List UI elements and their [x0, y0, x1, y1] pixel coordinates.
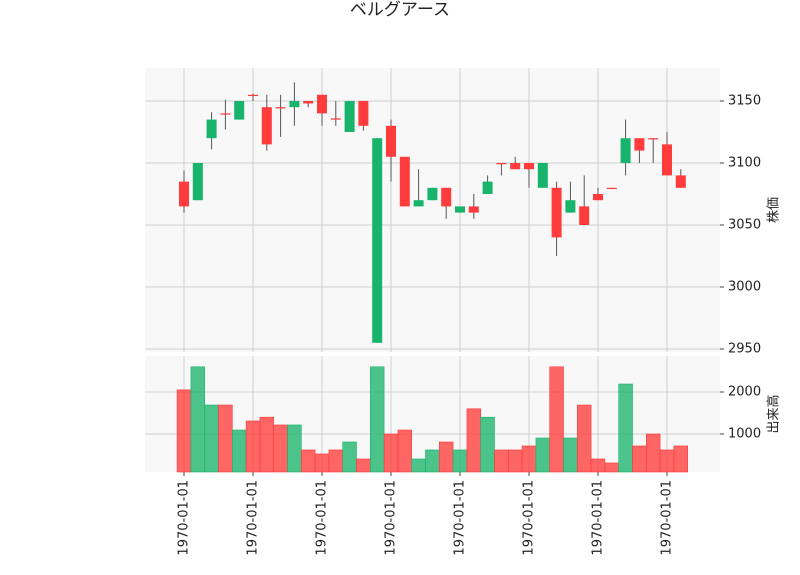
volume-bar — [342, 441, 357, 473]
volume-bar — [645, 433, 661, 473]
candle-body — [192, 162, 203, 201]
y-tick-label: 3100 — [728, 155, 761, 170]
volume-axis-label: 出来高 — [766, 394, 782, 433]
volume-bar — [659, 449, 675, 473]
volume-bar — [356, 458, 371, 473]
candle-body — [399, 156, 410, 207]
candle-body — [579, 206, 590, 226]
candle-body — [675, 175, 686, 188]
x-tick-label: 1970-01-01 — [315, 480, 330, 556]
candle-body — [496, 162, 507, 165]
candle-body — [206, 119, 217, 139]
candle-body — [303, 100, 314, 104]
y-axis-label: 株価 — [767, 197, 782, 223]
candle-body — [565, 200, 576, 213]
volume-bar — [383, 433, 399, 473]
candle-body — [248, 94, 258, 97]
volume-tick-label: 1000 — [728, 426, 761, 441]
chart-title: ベルグアース — [350, 0, 450, 20]
volume-bar — [397, 429, 412, 473]
candle-body — [427, 187, 438, 201]
volume-bar — [190, 366, 205, 473]
volume-bar — [452, 449, 468, 473]
x-tick-label: 1970-01-01 — [591, 480, 606, 556]
volume-tick-label: 2000 — [728, 384, 761, 399]
volume-bar — [369, 366, 385, 473]
volume-bar — [673, 445, 689, 473]
volume-bar — [438, 441, 454, 473]
candle-body — [317, 94, 327, 114]
candle-body — [524, 162, 534, 170]
candle-body — [344, 100, 355, 132]
price-panel — [145, 68, 720, 352]
y-tick-label: 2950 — [728, 342, 761, 357]
volume-bar — [563, 437, 578, 473]
x-tick-label: 1970-01-01 — [660, 480, 675, 556]
volume-bar — [314, 453, 330, 473]
x-tick-label: 1970-01-01 — [453, 480, 468, 556]
candle-body — [372, 138, 383, 343]
candle-body — [648, 138, 659, 140]
volume-bar — [521, 445, 537, 473]
volume-bar — [466, 408, 481, 473]
candle-body — [358, 100, 369, 126]
candle-body — [537, 162, 548, 188]
volume-bar — [232, 429, 247, 473]
candle-body — [330, 118, 341, 120]
candle-body — [289, 100, 300, 108]
volume-bar — [411, 458, 426, 473]
candle-body — [386, 125, 396, 157]
volume-bar — [300, 449, 316, 473]
candle-body — [593, 194, 603, 201]
volume-bar — [328, 449, 343, 473]
candle-body — [234, 100, 245, 120]
candle-body — [179, 181, 189, 207]
x-tick-label: 1970-01-01 — [522, 480, 537, 556]
candle-body — [482, 181, 493, 195]
volume-bar — [494, 449, 509, 473]
candle-body — [455, 206, 465, 213]
volume-bar — [576, 404, 592, 473]
volume-bar — [287, 424, 302, 473]
candle-body — [606, 187, 617, 190]
candle-body — [261, 107, 272, 145]
candle-body — [275, 107, 286, 109]
candle-body — [220, 113, 231, 115]
volume-bar — [273, 424, 288, 473]
volume-bar — [590, 458, 606, 473]
candle-body — [551, 187, 562, 238]
volume-bar — [218, 404, 233, 473]
candle-body — [662, 144, 672, 176]
volume-bar — [259, 416, 274, 473]
volume-bar — [507, 449, 523, 473]
volume-bar — [632, 445, 647, 473]
volume-bar — [204, 404, 219, 473]
x-tick-label: 1970-01-01 — [177, 480, 192, 556]
volume-bar — [425, 449, 440, 473]
volume-bar — [549, 366, 564, 473]
candle-body — [620, 138, 631, 163]
y-tick-label: 3050 — [728, 218, 761, 233]
candle-body — [468, 206, 479, 213]
volume-bar — [245, 420, 261, 473]
volume-bar — [176, 389, 192, 473]
volume-bar — [604, 462, 620, 473]
candle-body — [634, 138, 645, 151]
volume-bar — [480, 416, 495, 473]
volume-bar — [535, 437, 551, 473]
candle-body — [413, 200, 424, 207]
candle-body — [510, 162, 521, 170]
y-tick-label: 3150 — [728, 93, 761, 108]
candle-body — [441, 187, 452, 207]
x-tick-label: 1970-01-01 — [384, 480, 399, 556]
volume-bar — [618, 383, 633, 473]
x-tick-label: 1970-01-01 — [246, 480, 261, 556]
y-tick-label: 3000 — [728, 280, 761, 295]
